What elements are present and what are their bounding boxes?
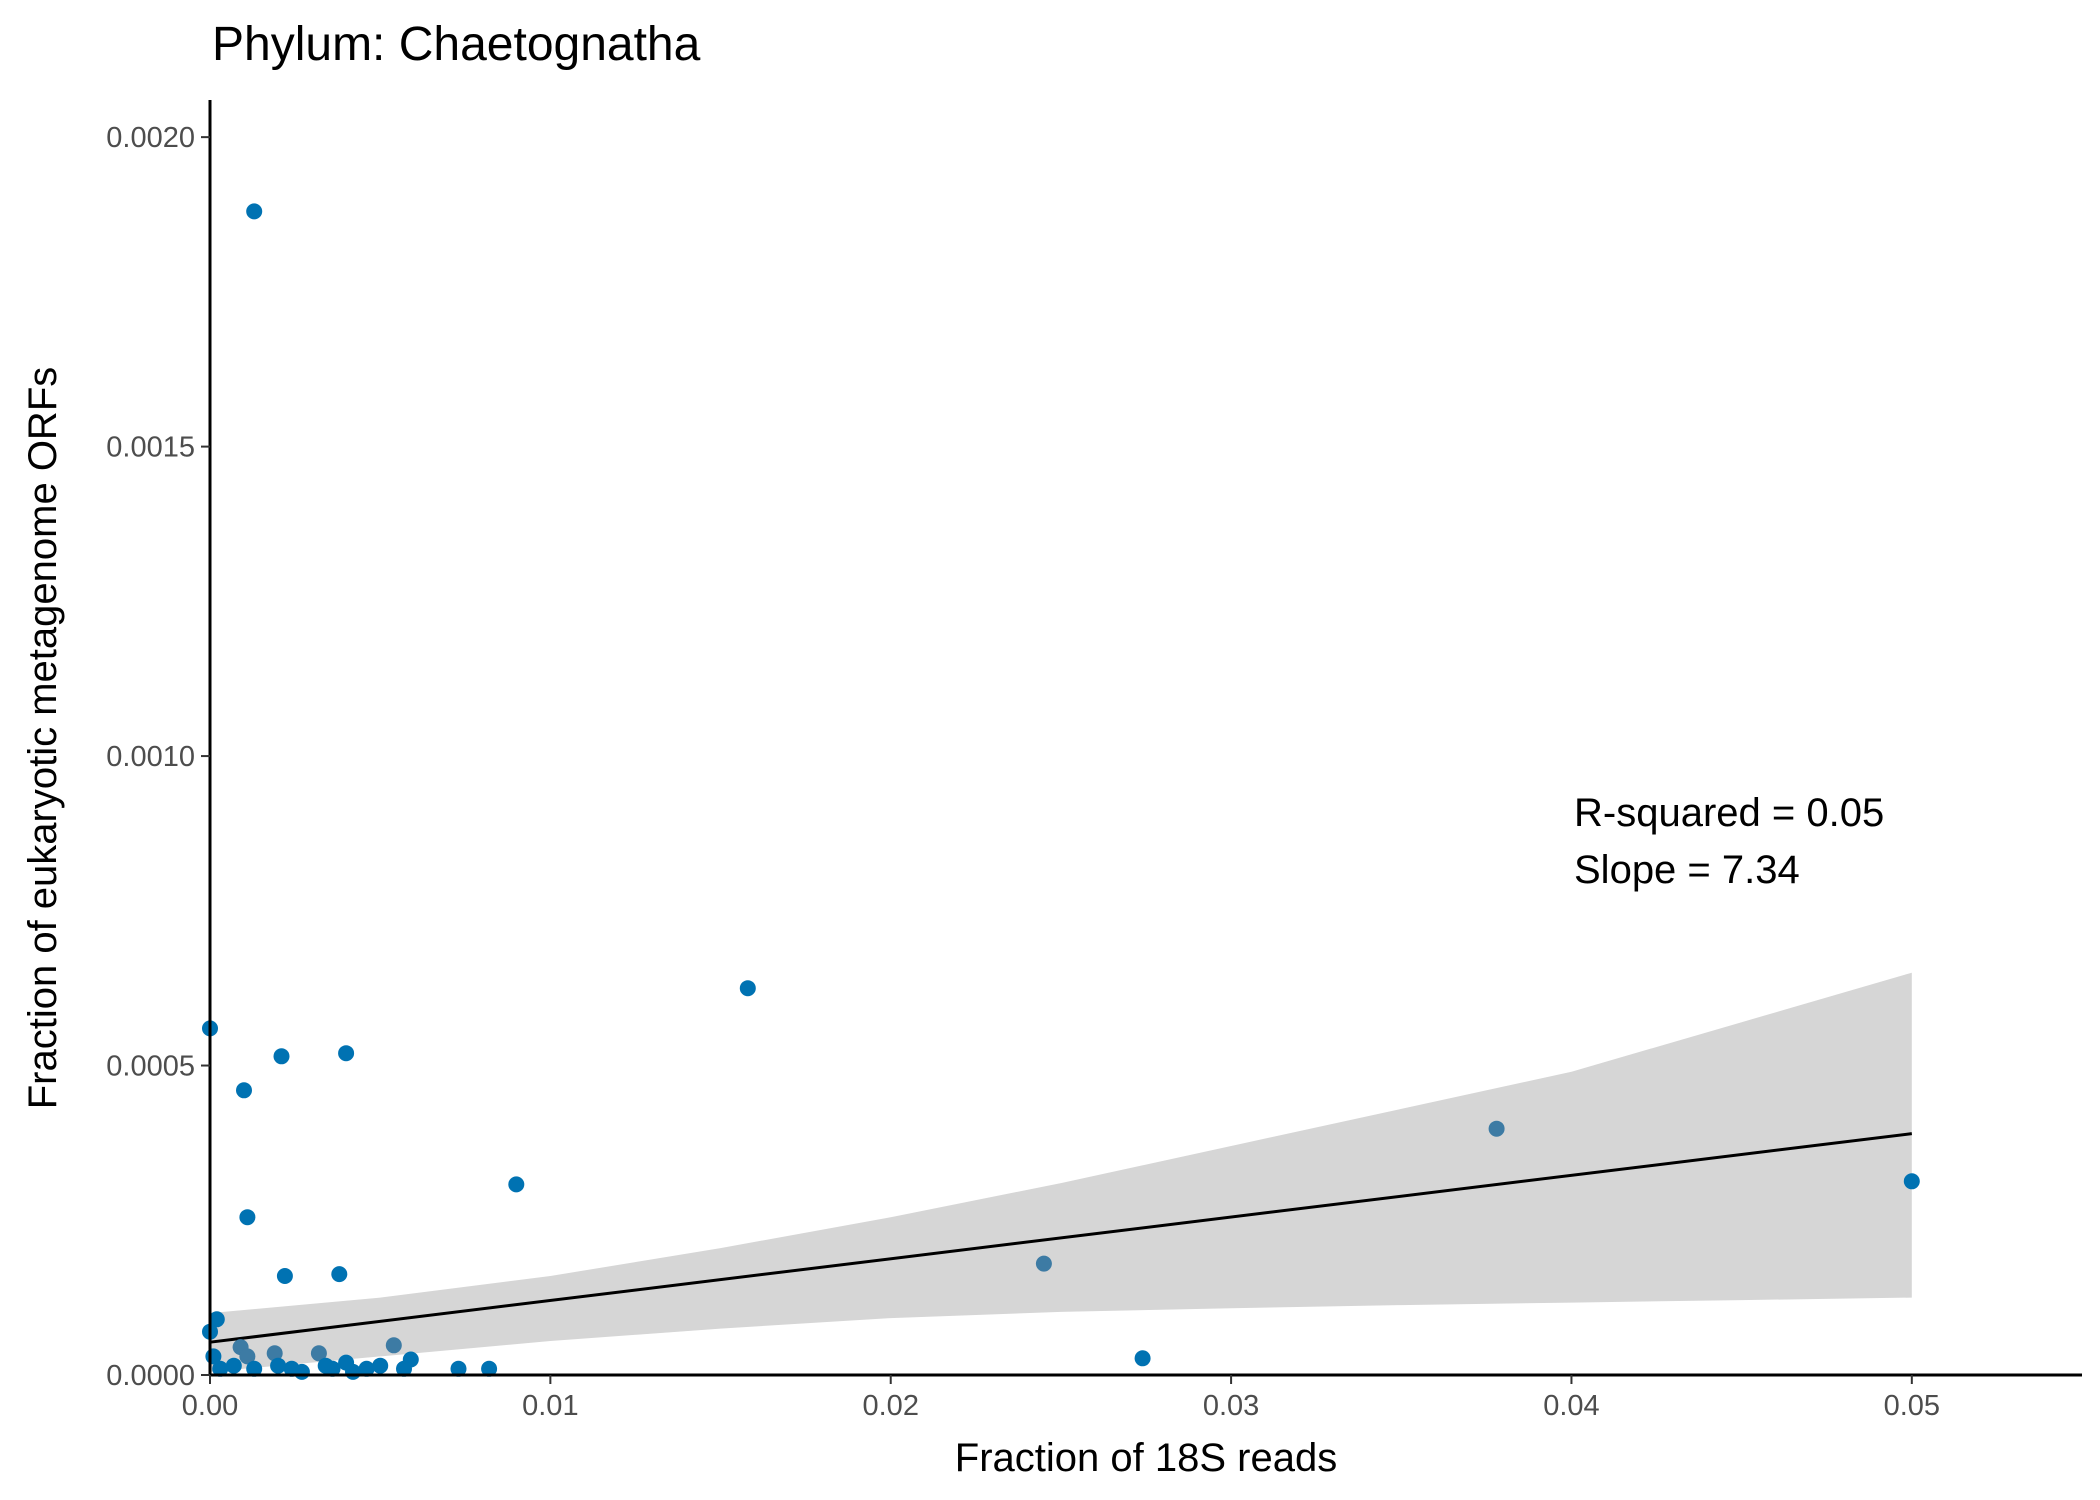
y-tick-label: 0.0015	[106, 432, 195, 464]
y-tick-label: 0.0005	[106, 1051, 195, 1083]
y-tick-label: 0.0000	[106, 1360, 195, 1392]
data-point	[402, 1351, 419, 1368]
data-point	[273, 1048, 290, 1065]
data-point	[324, 1360, 341, 1377]
data-point	[293, 1363, 310, 1380]
slope-annotation: Slope = 7.34	[1574, 848, 1800, 892]
data-point	[358, 1360, 375, 1377]
data-point	[239, 1209, 256, 1226]
data-point	[331, 1266, 348, 1283]
y-axis-title: Fraction of eukaryotic metagenome ORFs	[21, 367, 65, 1110]
data-point	[345, 1363, 361, 1380]
x-tick-label: 0.02	[863, 1390, 919, 1422]
data-point	[246, 1360, 263, 1377]
x-tick-label: 0.05	[1884, 1390, 1940, 1422]
data-point	[338, 1045, 355, 1062]
y-axis-ticks: 0.0000 0.0005 0.0010 0.0015 0.0020	[106, 122, 210, 1392]
data-point	[1488, 1120, 1505, 1137]
chart-title: Phylum: Chaetognatha	[212, 18, 701, 71]
data-point	[266, 1345, 283, 1362]
data-point	[1134, 1350, 1151, 1367]
x-tick-label: 0.03	[1203, 1390, 1259, 1422]
r-squared-annotation: R-squared = 0.05	[1574, 791, 1884, 835]
data-point	[212, 1360, 229, 1377]
regression-line	[209, 1132, 1913, 1344]
data-point	[385, 1337, 402, 1354]
data-point	[270, 1357, 287, 1374]
x-tick-label: 0.00	[182, 1390, 238, 1422]
data-point	[310, 1345, 327, 1362]
data-point	[225, 1357, 242, 1374]
data-point	[372, 1357, 389, 1374]
data-point	[236, 1082, 252, 1099]
x-axis-ticks: 0.00 0.01 0.02 0.03 0.04 0.05	[182, 1375, 1940, 1422]
data-point	[1903, 1173, 1920, 1190]
x-axis-title: Fraction of 18S reads	[955, 1436, 1337, 1480]
x-tick-label: 0.04	[1543, 1390, 1599, 1422]
y-tick-label: 0.0010	[106, 741, 195, 773]
data-point	[239, 1348, 256, 1365]
data-point	[508, 1176, 525, 1193]
data-point	[276, 1268, 293, 1284]
data-point	[208, 1311, 225, 1328]
confidence-band	[210, 972, 1912, 1372]
data-point	[481, 1360, 498, 1377]
x-tick-label: 0.01	[522, 1390, 578, 1422]
data-point	[1035, 1255, 1052, 1272]
y-tick-label: 0.0020	[106, 122, 195, 154]
data-point	[739, 980, 756, 997]
data-point	[246, 203, 263, 220]
data-point	[450, 1360, 467, 1377]
